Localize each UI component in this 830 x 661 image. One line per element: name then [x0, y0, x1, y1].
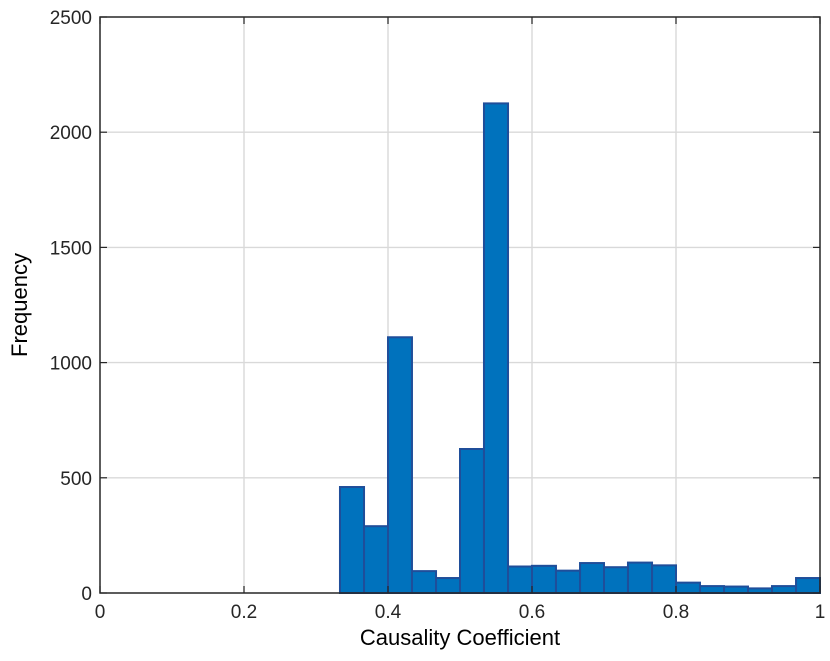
histogram-bar: [507, 565, 533, 595]
histogram-bar: [626, 561, 654, 595]
y-tick-label: 500: [60, 469, 92, 490]
histogram-bar: [363, 525, 389, 595]
histogram-bar: [531, 564, 557, 595]
x-axis-label: Causality Coefficient: [360, 625, 560, 650]
histogram-bar: [554, 569, 582, 594]
histogram-bar: [770, 585, 798, 595]
histogram-bar: [698, 585, 726, 595]
y-tick-label: 1000: [50, 354, 92, 375]
histogram-bar: [723, 585, 749, 595]
x-tick-label: 0.8: [663, 602, 689, 623]
histogram-bar: [651, 564, 677, 594]
histogram-bar: [675, 581, 701, 595]
y-axis-label: Frequency: [7, 253, 32, 357]
histogram-bar: [482, 102, 510, 595]
histogram-bar: [795, 577, 821, 594]
histogram-bar: [387, 336, 413, 595]
histogram-bar: [435, 577, 461, 594]
y-tick-label: 1500: [50, 238, 92, 259]
histogram-bar: [579, 562, 605, 594]
histogram-bar: [603, 566, 629, 594]
y-axis-ticks: 0 500 1000 1500 2000 2500: [50, 8, 820, 605]
x-tick-label: 0: [95, 602, 106, 623]
histogram-bar: [410, 570, 438, 594]
x-axis-ticks: 0 0.2 0.4 0.6 0.8 1: [95, 17, 826, 623]
x-tick-label: 0.2: [231, 602, 257, 623]
x-tick-label: 0.4: [375, 602, 402, 623]
histogram-bar: [459, 448, 485, 594]
x-tick-label: 1: [815, 602, 826, 623]
plot-frame: [99, 16, 821, 594]
histogram-bars: [338, 102, 821, 595]
y-tick-label: 2000: [50, 123, 92, 144]
y-tick-label: 0: [81, 584, 92, 605]
y-tick-label: 2500: [50, 8, 92, 29]
histogram-bar: [338, 486, 366, 594]
x-tick-label: 0.6: [519, 602, 545, 623]
